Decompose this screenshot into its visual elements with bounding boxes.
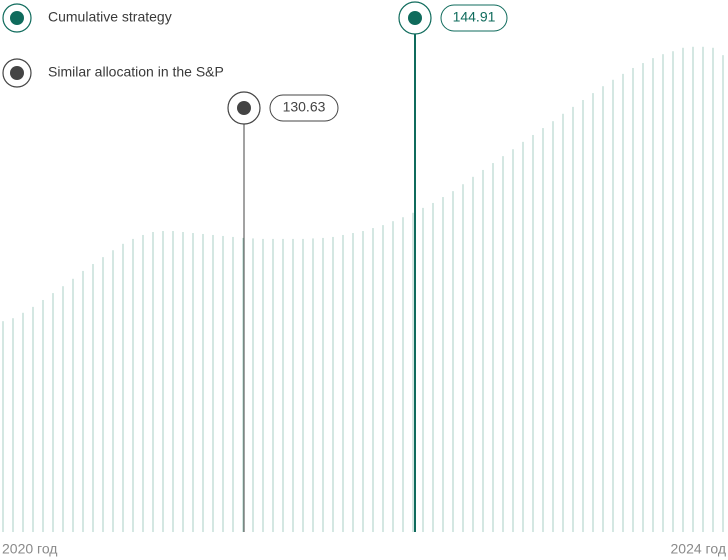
bar: [502, 156, 504, 532]
x-tick-label: 2020 год: [2, 541, 57, 557]
bar: [522, 141, 524, 532]
bar: [302, 238, 304, 532]
bar: [562, 113, 564, 533]
bar: [452, 191, 454, 533]
bar: [682, 47, 684, 532]
bar: [292, 238, 294, 532]
bar: [2, 321, 4, 532]
bar: [372, 228, 374, 532]
bar: [572, 106, 574, 533]
bar: [202, 233, 204, 532]
bar: [632, 67, 634, 532]
bar: [712, 47, 714, 532]
bar: [142, 234, 144, 532]
value-badge: [269, 94, 339, 122]
bar: [412, 212, 414, 533]
bar: [182, 232, 184, 532]
bar: [612, 79, 614, 533]
bar: [512, 149, 514, 532]
bar: [192, 232, 194, 533]
bar: [482, 169, 484, 532]
x-tick-label: 2024 год: [671, 541, 726, 557]
bar: [32, 306, 34, 532]
bar: [492, 163, 494, 532]
bar: [212, 234, 214, 532]
bar: [462, 184, 464, 533]
bar: [92, 264, 94, 532]
marker-dot: [408, 11, 422, 25]
bar: [352, 232, 354, 533]
bar: [112, 250, 114, 532]
bar: [162, 231, 164, 532]
bar: [282, 238, 284, 532]
bar: [692, 46, 694, 532]
legend-dot: [10, 66, 24, 80]
bar: [702, 46, 704, 532]
bar: [422, 207, 424, 532]
legend-dot: [10, 11, 24, 25]
bar: [222, 235, 224, 533]
bar: [262, 238, 264, 532]
bar: [62, 286, 64, 532]
bar: [642, 63, 644, 533]
bar: [252, 238, 254, 533]
bar: [42, 299, 44, 532]
bar: [122, 243, 124, 533]
value-badge: [440, 4, 508, 32]
bar: [52, 293, 54, 532]
bar: [172, 231, 174, 532]
bar: [322, 237, 324, 532]
value-label: 144.91: [453, 9, 496, 25]
bar: [362, 231, 364, 532]
bar: [272, 238, 274, 532]
bar: [652, 58, 654, 533]
bar: [602, 86, 604, 532]
bar: [542, 128, 544, 532]
bar: [662, 54, 664, 533]
bar: [402, 217, 404, 532]
bar: [432, 202, 434, 532]
bar: [312, 238, 314, 533]
bar: [672, 51, 674, 533]
bar: [12, 318, 14, 532]
bar: [242, 237, 244, 532]
bar: [72, 278, 74, 532]
bar: [622, 73, 624, 532]
legend-label: Similar allocation in the S&P: [48, 64, 224, 80]
bar: [592, 93, 594, 532]
bar: [722, 55, 724, 532]
bar: [532, 134, 534, 532]
bar: [152, 232, 154, 532]
bar: [82, 270, 84, 532]
bar: [552, 121, 554, 532]
bar: [392, 221, 394, 532]
bar: [132, 238, 134, 532]
bar: [472, 176, 474, 532]
bar: [102, 257, 104, 532]
bar: [442, 197, 444, 532]
bar: [582, 99, 584, 532]
marker-dot: [237, 101, 251, 115]
value-label: 130.63: [283, 99, 326, 115]
bar: [232, 236, 234, 532]
bar: [382, 225, 384, 533]
legend-label: Cumulative strategy: [48, 9, 172, 25]
bar: [342, 234, 344, 532]
bar: [22, 312, 24, 532]
bar: [332, 236, 334, 532]
